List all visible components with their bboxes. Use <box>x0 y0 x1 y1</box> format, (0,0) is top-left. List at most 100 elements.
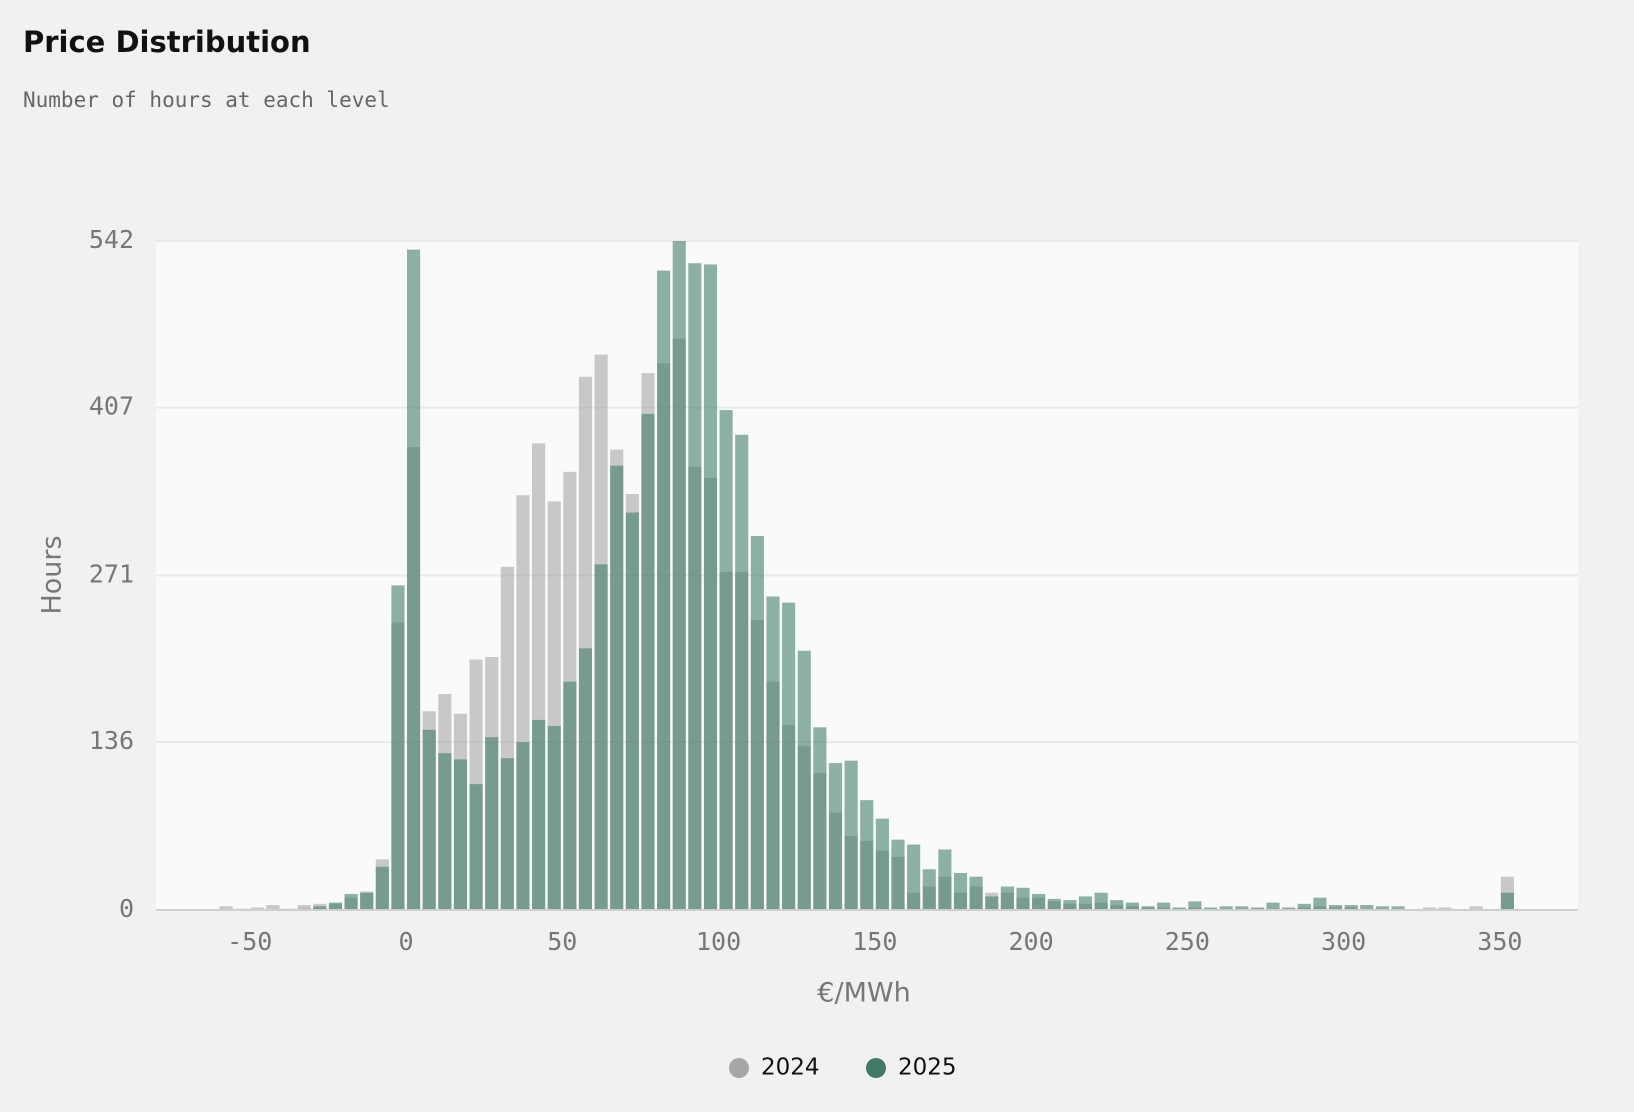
chart-title: Price Distribution <box>23 25 311 59</box>
y-tick-label: 136 <box>89 726 134 755</box>
bar <box>1360 905 1374 910</box>
bar <box>797 650 811 910</box>
bar <box>1282 907 1296 910</box>
bar <box>1438 907 1452 910</box>
bar <box>391 585 405 910</box>
bar <box>313 906 327 910</box>
bar <box>985 896 999 910</box>
bar <box>1235 906 1249 910</box>
bar <box>1469 906 1483 910</box>
bar <box>500 758 514 910</box>
bar <box>360 892 374 910</box>
y-tick-label: 542 <box>89 225 134 254</box>
bar <box>1110 900 1124 910</box>
bar <box>891 839 905 910</box>
bar <box>1375 906 1389 910</box>
x-axis-label: €/MWh <box>817 978 910 1009</box>
bar <box>485 737 499 910</box>
bar <box>1000 886 1014 910</box>
y-tick-label: 271 <box>89 560 134 589</box>
bar <box>594 564 608 910</box>
bar <box>828 763 843 910</box>
bar <box>250 907 264 910</box>
bar <box>610 465 624 910</box>
bar <box>1016 887 1030 910</box>
bar <box>1141 906 1155 910</box>
bar <box>922 869 936 910</box>
bar <box>1125 902 1139 910</box>
bar <box>1032 893 1046 910</box>
bar <box>297 905 311 910</box>
chart-subtitle: Number of hours at each level <box>23 88 390 112</box>
bar <box>750 536 764 910</box>
legend-label: 2024 <box>761 1055 820 1081</box>
bar <box>1094 892 1108 910</box>
bar <box>328 902 343 910</box>
bar <box>453 759 468 910</box>
bar <box>266 905 280 910</box>
x-tick-label: 0 <box>398 927 413 956</box>
bar <box>1188 901 1202 910</box>
x-tick-label: 150 <box>852 927 897 956</box>
x-tick-label: 300 <box>1321 927 1366 956</box>
bar <box>907 844 921 910</box>
bar <box>641 413 655 910</box>
bar <box>1313 897 1327 910</box>
bar <box>344 893 358 910</box>
y-tick-label: 0 <box>119 894 134 923</box>
bar <box>219 906 233 910</box>
x-tick-label: 200 <box>1008 927 1053 956</box>
y-axis-label: Hours <box>37 535 68 614</box>
bar <box>532 719 546 910</box>
bar <box>1328 905 1343 910</box>
bar <box>672 241 686 910</box>
bar <box>1391 906 1405 910</box>
x-tick-label: 100 <box>696 927 741 956</box>
bar <box>688 263 702 910</box>
bar <box>563 681 577 910</box>
x-tick-label: -50 <box>227 927 272 956</box>
bar <box>953 872 968 910</box>
bar <box>860 800 874 910</box>
bar <box>625 512 639 910</box>
bar <box>875 818 889 910</box>
bar <box>1078 896 1093 910</box>
bar <box>735 434 749 910</box>
bar <box>813 727 827 910</box>
bar <box>1297 903 1311 910</box>
bar <box>657 270 671 910</box>
bar <box>547 726 561 910</box>
bar <box>438 753 452 910</box>
bar <box>1219 906 1233 910</box>
bar <box>938 849 952 910</box>
bar <box>703 264 718 910</box>
bar <box>1047 898 1061 910</box>
bar <box>782 602 796 910</box>
bar <box>1250 907 1264 910</box>
bar <box>719 410 733 910</box>
x-tick-label: 350 <box>1477 927 1522 956</box>
bar <box>578 648 593 910</box>
bar <box>844 760 858 910</box>
legend-label: 2025 <box>898 1055 957 1081</box>
bar <box>969 876 983 910</box>
y-tick-label: 407 <box>89 392 134 421</box>
bar <box>766 596 780 910</box>
x-tick-label: 250 <box>1165 927 1210 956</box>
bar <box>407 249 421 910</box>
legend-swatch <box>866 1058 886 1078</box>
bar <box>1063 900 1077 910</box>
bar <box>422 729 436 910</box>
bar <box>1344 905 1358 910</box>
bar <box>1500 892 1514 910</box>
legend-swatch <box>729 1058 749 1078</box>
bar <box>375 866 389 910</box>
bar <box>1203 907 1218 910</box>
bar <box>1422 907 1436 910</box>
bar <box>469 784 483 910</box>
x-tick-label: 50 <box>547 927 577 956</box>
bar <box>1266 902 1280 910</box>
bar <box>1172 907 1186 910</box>
bar <box>1157 902 1171 910</box>
